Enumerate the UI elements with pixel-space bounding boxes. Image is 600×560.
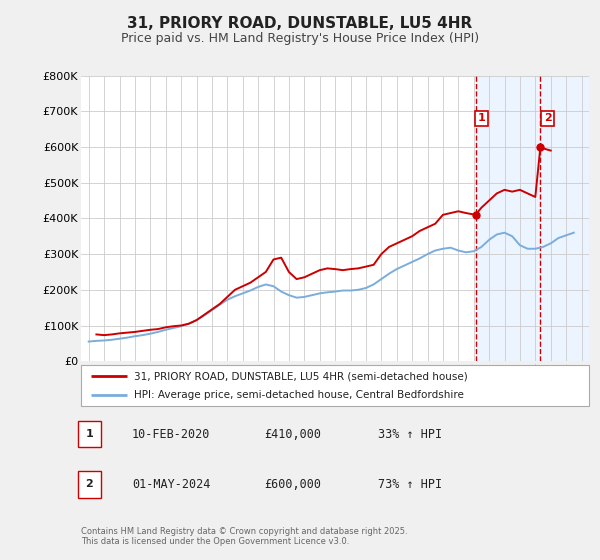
Text: HPI: Average price, semi-detached house, Central Bedfordshire: HPI: Average price, semi-detached house,… bbox=[134, 390, 464, 400]
Text: £600,000: £600,000 bbox=[264, 478, 321, 491]
Text: 33% ↑ HPI: 33% ↑ HPI bbox=[378, 427, 442, 441]
Text: 31, PRIORY ROAD, DUNSTABLE, LU5 4HR: 31, PRIORY ROAD, DUNSTABLE, LU5 4HR bbox=[127, 16, 473, 31]
Text: 2: 2 bbox=[544, 114, 551, 123]
FancyBboxPatch shape bbox=[81, 365, 589, 406]
Text: 31, PRIORY ROAD, DUNSTABLE, LU5 4HR (semi-detached house): 31, PRIORY ROAD, DUNSTABLE, LU5 4HR (sem… bbox=[134, 371, 468, 381]
Text: 2: 2 bbox=[86, 479, 93, 489]
Text: 1: 1 bbox=[478, 114, 485, 123]
Bar bbox=[476, 76, 589, 361]
Text: 10-FEB-2020: 10-FEB-2020 bbox=[132, 427, 211, 441]
Text: Price paid vs. HM Land Registry's House Price Index (HPI): Price paid vs. HM Land Registry's House … bbox=[121, 31, 479, 45]
Text: £410,000: £410,000 bbox=[264, 427, 321, 441]
Text: 01-MAY-2024: 01-MAY-2024 bbox=[132, 478, 211, 491]
Text: 73% ↑ HPI: 73% ↑ HPI bbox=[378, 478, 442, 491]
Text: Contains HM Land Registry data © Crown copyright and database right 2025.
This d: Contains HM Land Registry data © Crown c… bbox=[81, 526, 407, 546]
Text: 1: 1 bbox=[86, 429, 93, 439]
